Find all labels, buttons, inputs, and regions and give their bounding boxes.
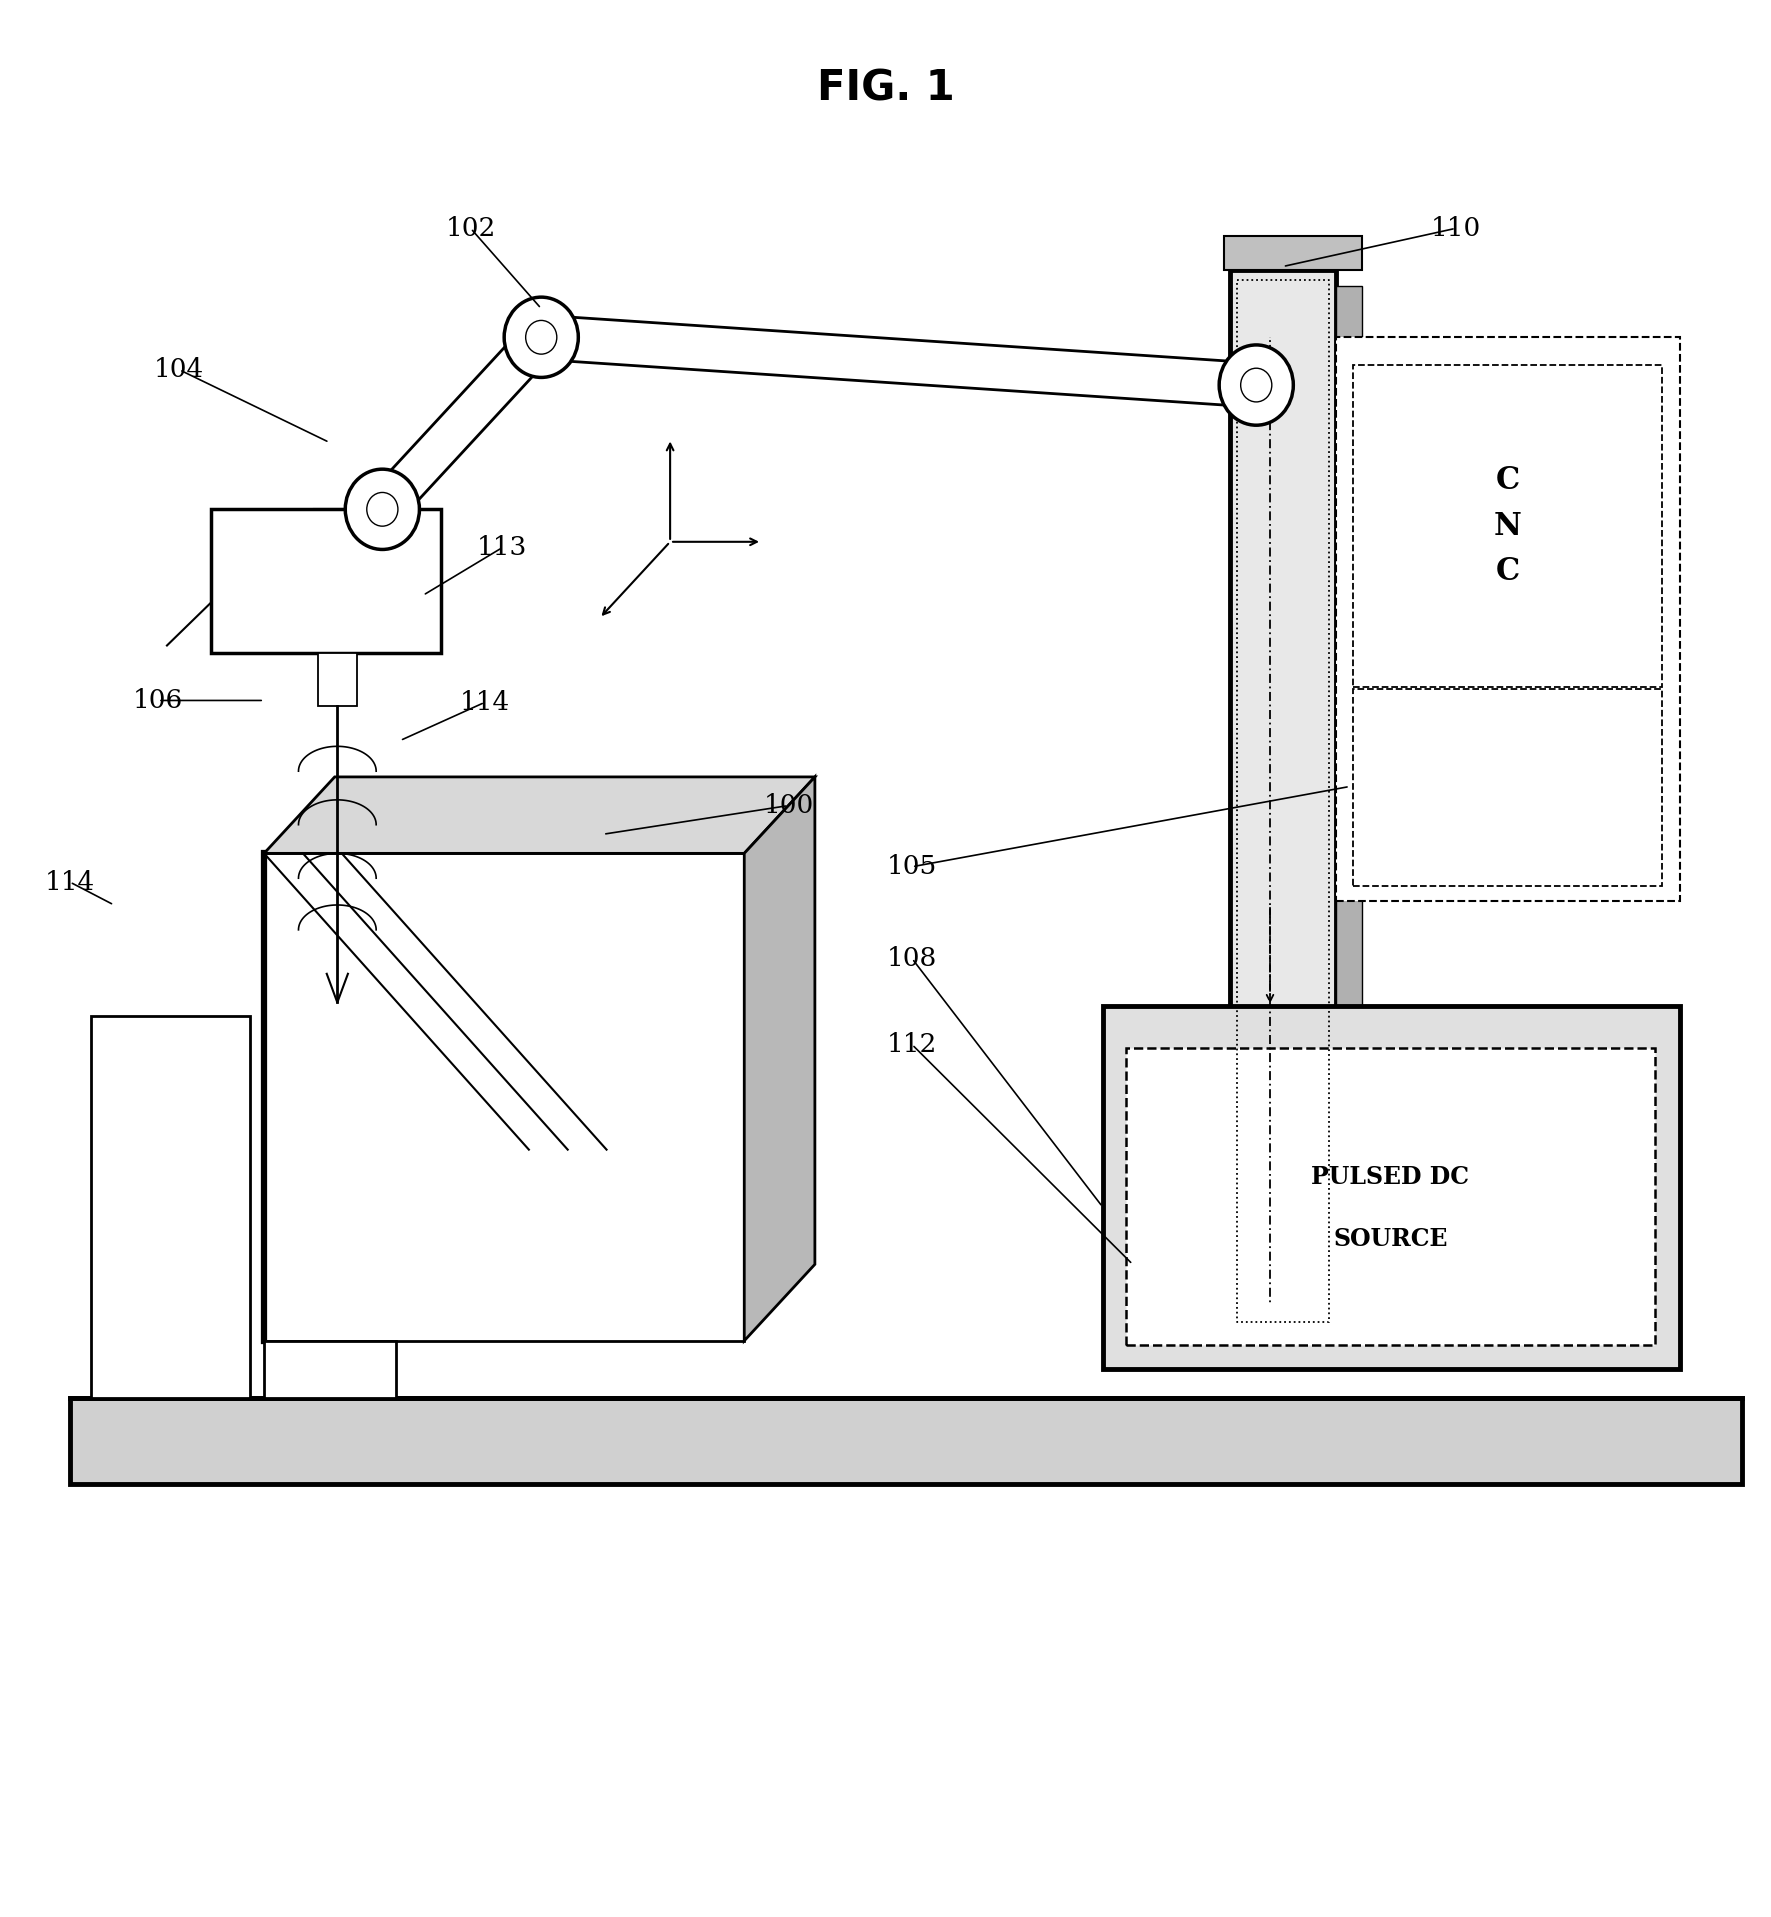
- Text: 113: 113: [476, 535, 528, 560]
- Bar: [319, 652, 356, 705]
- Bar: [1353, 366, 1663, 686]
- Bar: [90, 1016, 250, 1397]
- Circle shape: [505, 297, 579, 378]
- Text: C
N
C: C N C: [1495, 466, 1521, 587]
- Text: 110: 110: [1431, 217, 1481, 242]
- Text: 102: 102: [446, 217, 496, 242]
- Text: 114: 114: [44, 870, 96, 895]
- Text: 108: 108: [887, 945, 937, 972]
- Bar: [1353, 688, 1663, 886]
- Bar: [1103, 1006, 1681, 1369]
- Polygon shape: [540, 314, 1257, 406]
- Polygon shape: [264, 776, 815, 853]
- Text: 114: 114: [460, 690, 510, 715]
- Bar: [69, 1397, 1741, 1484]
- Bar: [264, 1340, 397, 1397]
- Circle shape: [526, 320, 556, 355]
- Text: 112: 112: [887, 1031, 937, 1056]
- Text: 105: 105: [887, 855, 937, 880]
- Text: 100: 100: [763, 794, 813, 819]
- Circle shape: [1241, 368, 1272, 403]
- Circle shape: [367, 493, 398, 525]
- Bar: [1224, 236, 1362, 270]
- Polygon shape: [744, 776, 815, 1340]
- Circle shape: [1218, 345, 1293, 426]
- Polygon shape: [368, 322, 554, 523]
- Bar: [1335, 286, 1362, 1315]
- Circle shape: [345, 470, 420, 550]
- Bar: [1229, 270, 1335, 1330]
- Text: PULSED DC: PULSED DC: [1311, 1166, 1470, 1189]
- Polygon shape: [264, 853, 744, 1340]
- Bar: [211, 510, 441, 652]
- Text: FIG. 1: FIG. 1: [816, 67, 955, 109]
- Bar: [1335, 337, 1681, 901]
- Text: 106: 106: [133, 688, 182, 713]
- Text: SOURCE: SOURCE: [1334, 1227, 1447, 1250]
- Bar: [1126, 1049, 1656, 1344]
- Text: 104: 104: [154, 357, 204, 381]
